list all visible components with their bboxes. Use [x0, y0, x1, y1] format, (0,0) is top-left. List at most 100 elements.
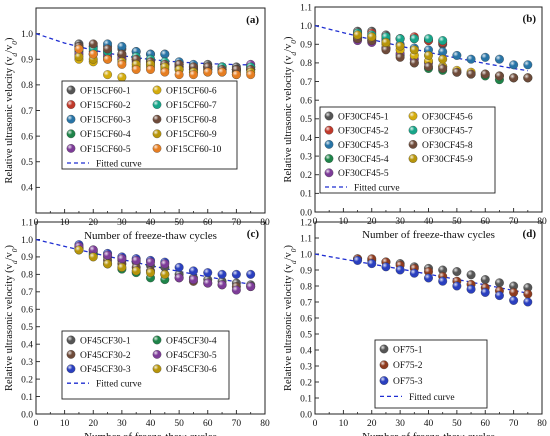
- data-point-highlight: [203, 67, 213, 77]
- data-point-highlight: [480, 288, 490, 297]
- y-tick-label: 0.8: [300, 59, 312, 69]
- data-point-highlight: [395, 34, 405, 43]
- data-point-highlight: [367, 259, 377, 268]
- data-point-highlight: [509, 281, 518, 291]
- x-axis-label: Number of freeze-thaw cycles: [362, 229, 495, 241]
- data-point-highlight: [146, 257, 155, 267]
- y-tick-label: 0.2: [300, 378, 312, 388]
- x-tick-label: 80: [260, 419, 270, 429]
- legend-item-of30cf45-5: OF30CF45-5: [324, 168, 389, 179]
- legend-item-of15cf60-7: OF15CF60-7: [152, 100, 217, 111]
- data-point-highlight: [438, 36, 447, 45]
- data-point-highlight: [217, 270, 227, 279]
- y-tick-label: 0.6: [300, 314, 312, 324]
- y-tick-label: 0.4: [21, 184, 33, 194]
- y-tick-label: 0.9: [300, 266, 312, 276]
- y-tick-label: 1.2: [300, 218, 312, 228]
- series-of30cf45-7: [353, 28, 448, 45]
- legend-marker-highlight: [152, 115, 162, 124]
- x-tick-label: 50: [452, 419, 462, 429]
- legend-label: OF45CF30-6: [166, 365, 217, 375]
- legend-item-fitted-curve: Fitted curve: [325, 183, 400, 193]
- y-tick-label: 0.3: [300, 362, 312, 372]
- data-point-highlight: [381, 38, 391, 47]
- legend-item-of15cf60-10: OF15CF60-10: [152, 144, 222, 155]
- data-point-highlight: [424, 273, 433, 283]
- data-point-highlight: [74, 245, 84, 255]
- legend-label: OF15CF60-3: [80, 116, 131, 126]
- data-point-highlight: [117, 254, 127, 263]
- chart-panel-b: 0 10 20 30 40 50 60 70 800.00.10.20.30.40.50.60.…: [283, 3, 547, 241]
- data-point-highlight: [480, 69, 490, 79]
- data-point-highlight: [495, 278, 504, 288]
- data-point-highlight: [466, 284, 476, 294]
- y-tick-label: 0.0: [300, 410, 312, 420]
- data-point-highlight: [189, 70, 198, 79]
- legend-marker-highlight: [152, 85, 162, 95]
- legend-label: OF45CF30-5: [166, 351, 217, 361]
- x-tick-label: 60: [203, 419, 213, 429]
- legend-label: OF45CF30-2: [80, 351, 131, 361]
- legend-label: OF15CF60-8: [166, 116, 217, 126]
- x-tick-label: 70: [509, 419, 519, 429]
- legend-item-of30cf45-4: OF30CF45-4: [324, 154, 389, 165]
- legend-item-of15cf60-1: OF15CF60-1: [66, 85, 131, 96]
- y-tick-label: 0.2: [300, 171, 312, 181]
- legend-label: OF45CF30-3: [80, 365, 131, 375]
- data-point-highlight: [160, 49, 170, 59]
- series-of15cf60-10: [74, 44, 256, 80]
- legend-item-of30cf45-1: OF30CF45-1: [324, 111, 389, 122]
- legend-label: OF75-1: [393, 345, 423, 355]
- legend-marker-highlight: [324, 154, 334, 163]
- legend-marker-highlight: [152, 350, 162, 359]
- legend-marker-highlight: [324, 111, 334, 121]
- y-tick-label: 0.3: [300, 152, 312, 162]
- y-tick-label: 0.0: [300, 208, 312, 218]
- y-tick-label: 0.8: [21, 81, 33, 91]
- legend-marker-highlight: [152, 144, 162, 153]
- y-tick-label: 0.0: [21, 410, 33, 420]
- data-point-highlight: [103, 259, 112, 269]
- data-point-highlight: [117, 49, 127, 59]
- data-point-highlight: [452, 281, 462, 291]
- legend-marker-highlight: [66, 144, 76, 153]
- legend-label: OF45CF30-4: [166, 336, 217, 346]
- x-tick-label: 40: [146, 218, 156, 228]
- panel-label: (c): [247, 228, 260, 240]
- fitted-curve: [314, 24, 528, 72]
- data-point-highlight: [88, 252, 98, 262]
- data-point-highlight: [103, 44, 112, 54]
- x-tick-label: 50: [174, 419, 184, 429]
- fitted-curve: [35, 32, 251, 66]
- chart-panel-c: 0 10 20 30 40 50 60 70 80 0.0 0.1 0.2 0.3 0.4 0.5 0.6 0.…: [4, 218, 270, 436]
- legend: OF75-1 OF75-2 OF75-3 Fitted curve: [374, 339, 488, 409]
- data-point-highlight: [103, 250, 112, 260]
- y-tick-label: 0.6: [21, 306, 33, 316]
- data-point-highlight: [509, 60, 518, 70]
- legend-box: [319, 106, 496, 194]
- legend: OF45CF30-1 OF45CF30-2 OF45CF30-3 OF45CF30-4…: [61, 330, 230, 400]
- legend-marker-highlight: [408, 126, 418, 135]
- data-point-highlight: [246, 70, 255, 79]
- data-point-highlight: [452, 267, 462, 276]
- legend: OF30CF45-1 OF30CF45-2 OF30CF45-3 OF30CF45-4…: [319, 106, 496, 194]
- legend-item-fitted-curve: Fitted curve: [67, 159, 142, 169]
- x-tick-label: 60: [481, 419, 491, 429]
- data-point-highlight: [438, 265, 447, 275]
- data-point-highlight: [523, 289, 533, 299]
- legend-box: [61, 330, 230, 400]
- y-tick-label: 0.9: [300, 41, 312, 51]
- x-tick-label: 40: [146, 419, 156, 429]
- data-point-highlight: [523, 60, 533, 70]
- legend-item-of15cf60-5: OF15CF60-5: [66, 144, 131, 155]
- legend-marker-highlight: [66, 335, 76, 345]
- y-axis-label: Relative ultrasonic velocity (vd/v0): [4, 244, 19, 391]
- legend-label: OF30CF45-1: [338, 112, 389, 122]
- series-of45cf30-6: [74, 245, 170, 279]
- y-tick-label: 1.0: [300, 250, 312, 260]
- y-tick-label: 1.0: [21, 236, 33, 246]
- legend: OF15CF60-1 OF15CF60-2 OF15CF60-3 OF15CF60-4…: [61, 80, 238, 170]
- x-tick-label: 30: [117, 218, 127, 228]
- data-point-highlight: [160, 270, 170, 279]
- y-tick-label: 0.9: [21, 56, 33, 66]
